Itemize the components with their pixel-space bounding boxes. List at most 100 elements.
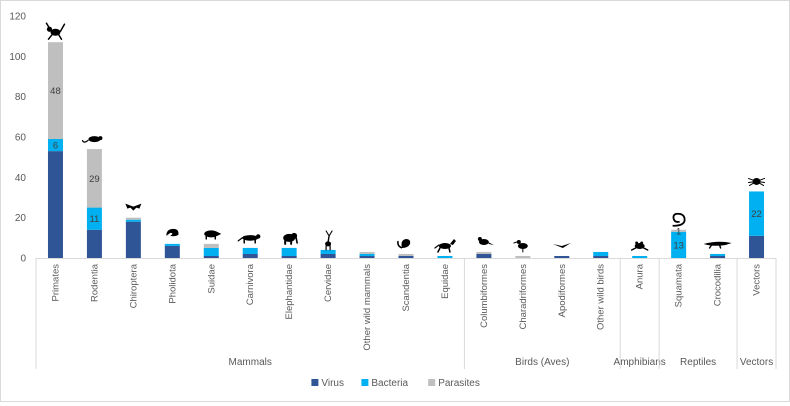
bar-chiroptera-parasites xyxy=(125,217,141,220)
bar-scandentia-parasites xyxy=(398,253,414,256)
data-label-rodentia-bacteria: 11 xyxy=(89,214,99,225)
legend-swatch-bacteria xyxy=(361,379,369,386)
group-label-reptiles: Reptiles xyxy=(680,357,716,368)
x-tick-label-carnivora: Carnivora xyxy=(245,263,256,305)
bar-columbiformes-parasites xyxy=(476,251,492,254)
bars xyxy=(47,42,765,258)
x-tick-label-chiroptera: Chiroptera xyxy=(128,263,139,308)
group-label-vectors: Vectors xyxy=(740,357,773,368)
bar-rodentia-virus xyxy=(86,229,102,258)
bar-pholidota-virus xyxy=(164,245,180,258)
bar-pholidota-bacteria xyxy=(164,243,180,246)
x-tick-label-other-wild-mammals: Other wild mammals xyxy=(362,264,373,351)
bar-carnivora-virus xyxy=(242,253,258,258)
bar-other-wild-mammals-bacteria xyxy=(359,253,375,256)
bar-columbiformes-virus xyxy=(476,253,492,258)
group-label-mammals: Mammals xyxy=(229,357,272,368)
bar-cervidae-bacteria xyxy=(320,249,336,254)
bar-squamata-bacteria xyxy=(671,231,687,258)
x-tick-label-cervidae: Cervidae xyxy=(323,264,334,302)
pangolin-icon xyxy=(166,228,179,237)
elephant-icon xyxy=(283,232,298,245)
bar-elephantidae-virus xyxy=(281,255,297,258)
x-tick-label-elephantidae: Elephantidae xyxy=(284,264,295,319)
bar-elephantidae-bacteria xyxy=(281,247,297,256)
bar-rodentia-bacteria xyxy=(86,207,102,230)
y-tick-label-80: 80 xyxy=(15,92,27,103)
legend-label-virus: Virus xyxy=(321,378,344,389)
monkey-icon xyxy=(45,22,66,40)
bar-primates-bacteria xyxy=(47,139,63,152)
bar-other-wild-mammals-parasites xyxy=(359,251,375,254)
legend-swatch-parasites xyxy=(428,379,436,386)
x-tick-label-apodiformes: Apodiformes xyxy=(557,264,568,318)
data-label-rodentia-parasites: 29 xyxy=(89,174,100,185)
bar-cervidae-virus xyxy=(320,253,336,258)
x-tick-label-crocodilia: Crocodilia xyxy=(713,263,724,306)
bar-rodentia-parasites xyxy=(86,149,102,208)
data-label-squamata-parasites: 1 xyxy=(676,226,681,237)
legend: Virus Bacteria Parasites xyxy=(311,378,480,389)
group-label-amphibians: Amphibians xyxy=(614,357,666,368)
x-tick-label-vectors: Vectors xyxy=(752,264,763,296)
animal-icons xyxy=(45,22,766,253)
x-tick-label-suidae: Suidae xyxy=(206,264,217,294)
crocodile-icon xyxy=(703,241,732,249)
x-tick-label-pholidota: Pholidota xyxy=(167,263,178,303)
legend-label-parasites: Parasites xyxy=(438,378,480,389)
y-tick-label-120: 120 xyxy=(9,12,26,23)
bar-vectors-bacteria xyxy=(749,191,765,236)
rat-icon xyxy=(81,136,103,143)
y-tick-label-20: 20 xyxy=(15,213,27,224)
deer-icon xyxy=(325,230,333,251)
snake-icon xyxy=(672,212,686,227)
data-label-primates-bacteria: 6 xyxy=(53,141,58,152)
y-tick-label-0: 0 xyxy=(20,254,26,265)
bar-scandentia-virus xyxy=(398,255,414,258)
bar-chiroptera-bacteria xyxy=(125,219,141,222)
x-tick-label-charadriformes: Charadriformes xyxy=(518,264,529,330)
bar-suidae-bacteria xyxy=(203,247,219,256)
bar-squamata-parasites xyxy=(671,229,687,232)
bar-primates-virus xyxy=(47,151,63,258)
bar-vectors-virus xyxy=(749,235,765,258)
shorebird-icon xyxy=(513,239,528,253)
bar-carnivora-bacteria xyxy=(242,247,258,254)
x-tick-label-rodentia: Rodentia xyxy=(89,263,100,302)
bar-equidae-bacteria xyxy=(437,255,453,258)
bar-other-wild-birds-bacteria xyxy=(593,251,609,256)
treeshrew-icon xyxy=(397,238,411,249)
x-tick-label-other-wild-birds: Other wild birds xyxy=(596,264,607,330)
pigeon-icon xyxy=(477,236,494,245)
bar-other-wild-birds-virus xyxy=(593,255,609,258)
legend-swatch-virus xyxy=(311,379,319,386)
y-tick-label-60: 60 xyxy=(15,133,27,144)
x-tick-label-anura: Anura xyxy=(635,263,646,289)
boar-icon xyxy=(204,230,222,240)
x-axis: Primates Rodentia Chiroptera Pholidota Suida… xyxy=(35,258,777,369)
bar-anura-bacteria xyxy=(632,255,648,258)
wildcat-icon xyxy=(237,234,261,244)
data-labels: 6 48 11 29 13 1 22 xyxy=(50,86,762,251)
x-tick-label-squamata: Squamata xyxy=(674,263,685,307)
data-label-primates-parasites: 48 xyxy=(50,86,61,97)
bar-charadriformes-parasites xyxy=(515,255,531,258)
horse-icon xyxy=(434,238,456,253)
bar-chiroptera-virus xyxy=(125,221,141,258)
frog-icon xyxy=(630,241,649,251)
data-label-vectors-bacteria: 22 xyxy=(751,209,762,220)
bar-other-wild-mammals-virus xyxy=(359,255,375,258)
group-label-birds-aves: Birds (Aves) xyxy=(515,357,569,368)
bar-crocodilia-virus xyxy=(710,255,726,258)
tick-icon xyxy=(748,177,766,186)
bar-crocodilia-bacteria xyxy=(710,253,726,256)
bat-icon xyxy=(125,203,142,211)
y-axis: 0 20 40 60 80 100 120 xyxy=(9,12,26,265)
bar-suidae-virus xyxy=(203,255,219,258)
x-tick-label-columbiformes: Columbiformes xyxy=(479,264,490,328)
bar-suidae-parasites xyxy=(203,243,219,248)
legend-label-bacteria: Bacteria xyxy=(371,378,408,389)
swift-icon xyxy=(552,242,571,248)
